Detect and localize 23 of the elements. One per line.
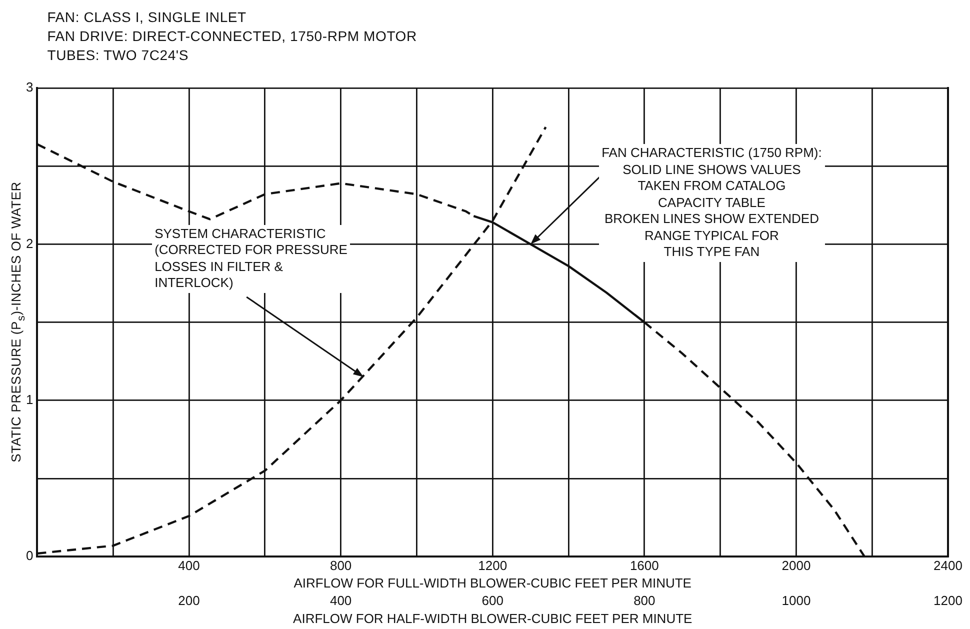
text: TUBES: TWO 7C24'S: [47, 46, 190, 65]
x2-tick-label: 400: [330, 593, 352, 608]
x2-tick-label: 1200: [934, 593, 962, 608]
x2-tick-label: 600: [482, 593, 504, 608]
x2-tick-label: 800: [634, 593, 656, 608]
x-tick-label: 800: [330, 558, 352, 573]
text: FAN DRIVE: DIRECT-CONNECTED, 1750-RPM MOTOR: [47, 27, 418, 46]
y-tick-label: 1: [26, 392, 34, 407]
annotation: SYSTEM CHARACTERISTIC (CORRECTED FOR PRESSURE LOSSES IN FILTER & INTERLOCK): [152, 224, 350, 293]
x-tick-label: 400: [178, 558, 200, 573]
text: FAN: CLASS I, SINGLE INLET: [47, 8, 248, 27]
x-tick-label: 1200: [478, 558, 508, 573]
y-tick-label: 2: [26, 236, 34, 251]
x2-tick-label: 200: [178, 593, 200, 608]
x2-axis-title: AIRFLOW FOR HALF-WIDTH BLOWER-CUBIC FEET PER MINUTE: [293, 610, 693, 626]
x-tick-label: 2000: [782, 558, 811, 573]
x2-tick-label: 1000: [782, 593, 811, 608]
annotation: FAN CHARACTERISTIC (1750 RPM): SOLID LINE SHOWS VALUES TAKEN FROM CATALOG CAPACITY TABLE BROKEN LINES SHOW EXTENDED RANGE TYPICAL FOR THIS TYPE FAN: [598, 144, 825, 262]
x-tick-label: 2400: [934, 558, 962, 573]
y-tick-label: 0: [26, 548, 34, 564]
x-axis-title: AIRFLOW FOR FULL-WIDTH BLOWER-CUBIC FEET PER MINUTE: [294, 576, 692, 591]
y-tick-label: 3: [26, 80, 34, 95]
x-tick-label: 1600: [630, 558, 659, 573]
